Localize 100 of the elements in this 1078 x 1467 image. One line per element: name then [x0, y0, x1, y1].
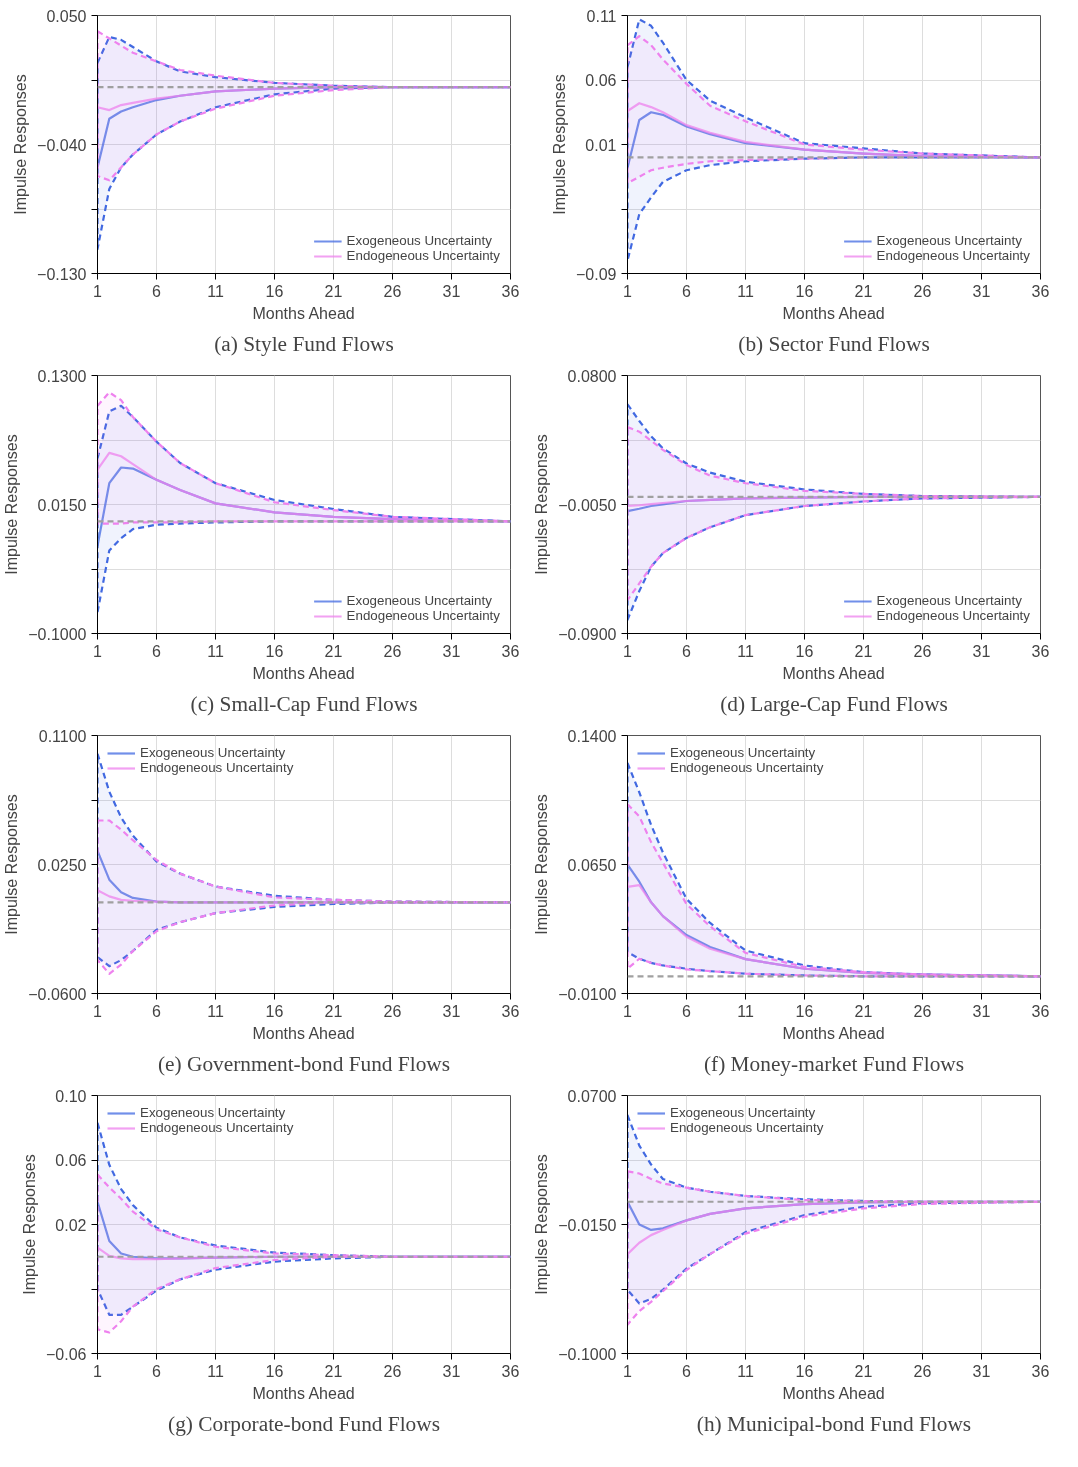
x-tick-label: 26 — [913, 1362, 932, 1380]
x-tick-label: 31 — [442, 1362, 461, 1380]
text: (e) Government-bond Fund Flows — [157, 1051, 451, 1076]
x-tick-label: 31 — [442, 282, 461, 300]
y-tick-label: −0.040 — [37, 136, 87, 154]
y-axis-title: Impulse Responses — [551, 74, 569, 215]
x-tick-label: 1 — [93, 1002, 103, 1020]
legend-label: Endogeneous Uncertainty — [140, 1120, 294, 1135]
x-tick-label: 6 — [682, 642, 692, 660]
x-tick-label: 36 — [501, 1362, 520, 1380]
x-axis-title: Months Ahead — [252, 1024, 355, 1042]
x-tick-label: 26 — [913, 282, 932, 300]
legend-label: Endogeneous Uncertainty — [876, 608, 1030, 623]
x-tick-label: 21 — [854, 1002, 873, 1020]
x-tick-label: 21 — [324, 282, 343, 300]
x-axis-title: Months Ahead — [782, 304, 885, 322]
x-tick-label: 6 — [682, 1362, 692, 1380]
x-tick-label: 26 — [383, 1362, 402, 1380]
x-axis-title: Months Ahead — [252, 304, 355, 322]
x-tick-label: 6 — [682, 1002, 692, 1020]
x-tick-label: 21 — [854, 1362, 873, 1380]
y-tick-label: −0.06 — [46, 1345, 87, 1363]
x-tick-label: 16 — [265, 1362, 284, 1380]
text: (g) Corporate-bond Fund Flows — [168, 1411, 440, 1436]
x-tick-label: 6 — [682, 282, 692, 300]
y-tick-label: 0.02 — [55, 1216, 87, 1234]
x-tick-label: 6 — [152, 282, 162, 300]
x-tick-label: 26 — [913, 1002, 932, 1020]
text: (h) Municipal-bond Fund Flows — [696, 1411, 972, 1436]
y-tick-label: 0.0700 — [567, 1087, 617, 1105]
x-tick-label: 31 — [972, 1002, 991, 1020]
x-tick-label: 36 — [1031, 282, 1050, 300]
y-tick-label: 0.050 — [46, 7, 87, 25]
x-tick-label: 1 — [93, 1362, 103, 1380]
y-tick-label: −0.1000 — [558, 1345, 617, 1363]
legend-label: Exogeneous Uncertainty — [346, 233, 492, 248]
y-axis-title: Impulse Responses — [3, 794, 21, 935]
x-tick-label: 16 — [795, 282, 814, 300]
x-tick-label: 6 — [152, 1002, 162, 1020]
text: (f) Money-market Fund Flows — [703, 1051, 965, 1076]
x-tick-label: 21 — [324, 1002, 343, 1020]
y-tick-label: −0.0600 — [28, 985, 87, 1003]
y-tick-label: 0.0150 — [37, 496, 87, 514]
y-axis-title: Impulse Responses — [3, 434, 21, 575]
legend-label: Exogeneous Uncertainty — [670, 745, 816, 760]
x-tick-label: 26 — [383, 642, 402, 660]
x-tick-label: 1 — [623, 1002, 633, 1020]
x-tick-label: 11 — [207, 282, 224, 300]
y-axis-title: Impulse Responses — [533, 434, 551, 575]
y-tick-label: 0.0800 — [567, 367, 617, 385]
legend-label: Exogeneous Uncertainty — [876, 593, 1022, 608]
x-axis-title: Months Ahead — [782, 1384, 885, 1402]
x-tick-label: 31 — [442, 1002, 461, 1020]
y-axis-title: Impulse Responses — [12, 74, 30, 215]
x-tick-label: 1 — [623, 282, 633, 300]
x-tick-label: 36 — [1031, 642, 1050, 660]
y-tick-label: 0.1100 — [38, 727, 87, 745]
x-tick-label: 16 — [265, 642, 284, 660]
text: (d) Large-Cap Fund Flows — [720, 691, 948, 716]
x-tick-label: 36 — [1031, 1362, 1050, 1380]
x-axis-title: Months Ahead — [252, 664, 355, 682]
x-tick-label: 31 — [972, 642, 991, 660]
legend-label: Endogeneous Uncertainty — [670, 1120, 824, 1135]
x-tick-label: 1 — [93, 282, 103, 300]
x-tick-label: 21 — [854, 282, 873, 300]
x-tick-label: 16 — [795, 1002, 814, 1020]
text: (c) Small-Cap Fund Flows — [190, 691, 418, 716]
x-tick-label: 11 — [737, 642, 754, 660]
y-tick-label: 0.1400 — [567, 727, 617, 745]
y-axis-title: Impulse Responses — [533, 794, 551, 935]
y-tick-label: 0.01 — [585, 136, 617, 154]
legend-label: Endogeneous Uncertainty — [670, 760, 824, 775]
legend-label: Exogeneous Uncertainty — [346, 593, 492, 608]
legend-label: Endogeneous Uncertainty — [876, 248, 1030, 263]
x-tick-label: 6 — [152, 1362, 162, 1380]
x-axis-title: Months Ahead — [252, 1384, 355, 1402]
x-tick-label: 11 — [737, 1362, 754, 1380]
legend-label: Exogeneous Uncertainty — [140, 1105, 286, 1120]
x-tick-label: 16 — [795, 1362, 814, 1380]
x-tick-label: 6 — [152, 642, 162, 660]
x-tick-label: 31 — [972, 282, 991, 300]
x-tick-label: 26 — [913, 642, 932, 660]
y-tick-label: −0.0100 — [558, 985, 617, 1003]
x-tick-label: 16 — [265, 282, 284, 300]
y-tick-label: −0.0150 — [558, 1216, 617, 1234]
y-tick-label: 0.0250 — [37, 856, 87, 874]
text: (a) Style Fund Flows — [214, 331, 394, 356]
x-tick-label: 36 — [501, 1002, 520, 1020]
x-tick-label: 26 — [383, 282, 402, 300]
y-axis-title: Impulse Responses — [21, 1154, 39, 1295]
y-tick-label: −0.09 — [576, 265, 617, 283]
y-tick-label: −0.0050 — [558, 496, 617, 514]
x-tick-label: 11 — [207, 1362, 224, 1380]
x-tick-label: 1 — [623, 1362, 633, 1380]
x-tick-label: 36 — [501, 642, 520, 660]
x-tick-label: 11 — [737, 1002, 754, 1020]
legend-label: Exogeneous Uncertainty — [876, 233, 1022, 248]
x-tick-label: 11 — [207, 642, 224, 660]
legend-label: Exogeneous Uncertainty — [140, 745, 286, 760]
x-tick-label: 16 — [795, 642, 814, 660]
